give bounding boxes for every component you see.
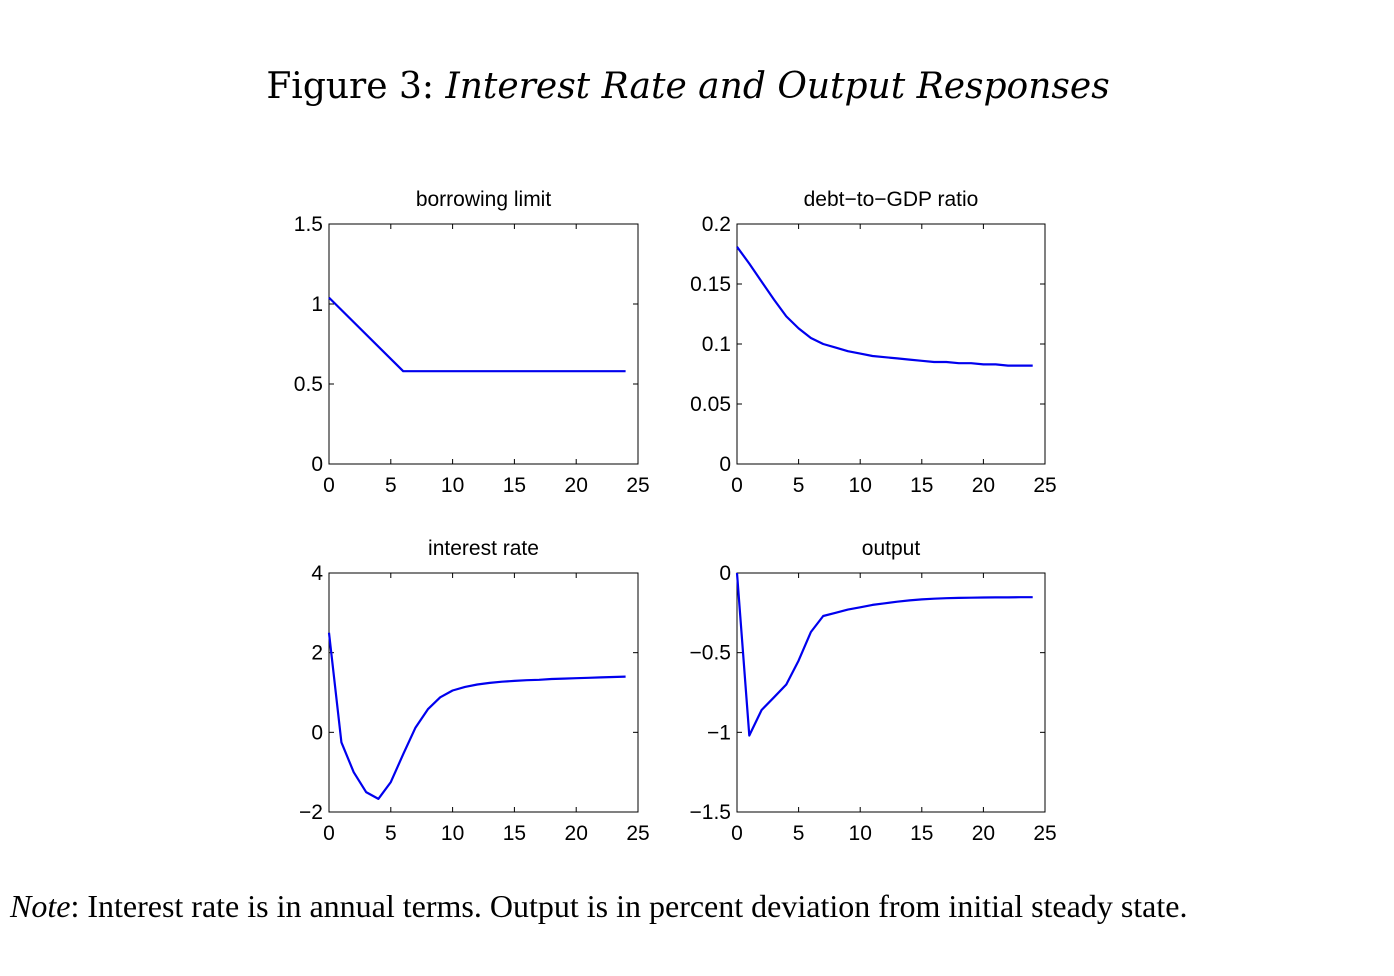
x-tick-label: 25	[1033, 474, 1056, 497]
y-tick-label: 0.1	[702, 333, 731, 356]
figure-note: Note: Interest rate is in annual terms. …	[10, 888, 1394, 925]
chart-title: interest rate	[428, 537, 539, 560]
x-tick-label: 5	[793, 474, 805, 497]
x-tick-label: 20	[565, 474, 588, 497]
x-tick-label: 0	[323, 474, 335, 497]
x-tick-label: 10	[849, 822, 872, 845]
x-tick-label: 15	[910, 822, 933, 845]
axes-frame	[736, 572, 1046, 813]
x-tick-label: 15	[910, 474, 933, 497]
series-line	[327, 632, 626, 801]
x-tick-label: 20	[565, 822, 588, 845]
y-tick-label: −1	[707, 721, 731, 744]
axes-frame	[736, 223, 1046, 465]
x-tick-label: 25	[1033, 822, 1056, 845]
y-tick-label: 1.5	[294, 213, 323, 236]
chart-panel-2: debt−to−GDP ratio 0 5 10 15 20 25 0 0.05 0.1 0.15 0…	[690, 188, 1057, 497]
figure-title: Figure 3: Interest Rate and Output Respo…	[0, 66, 1376, 107]
y-tick-label: −1.5	[690, 801, 731, 824]
y-tick-label: 0.2	[702, 213, 731, 236]
x-tick-label: 5	[385, 822, 397, 845]
y-tick-label: 0	[311, 721, 323, 744]
x-tick-label: 0	[731, 474, 743, 497]
chart-title: borrowing limit	[416, 188, 552, 211]
figure-caption: Interest Rate and Output Responses	[445, 66, 1110, 107]
y-tick-label: 0.15	[690, 273, 731, 296]
y-tick-label: −2	[299, 801, 323, 824]
series-line	[736, 246, 1033, 367]
x-tick-label: 10	[441, 822, 464, 845]
chart-panel-4: output 0 5 10 15 20 25 −1.5 −1 −0.5 0	[690, 537, 1057, 845]
chart-panel-1: borrowing limit 0 5 10 15 20 25 0 0.5 1 1.5	[294, 188, 650, 497]
x-tick-label: 20	[972, 474, 995, 497]
y-tick-label: 0	[719, 453, 731, 476]
note-text: : Interest rate is in annual terms. Outp…	[70, 888, 1188, 924]
x-tick-label: 25	[626, 474, 649, 497]
note-label: Note	[10, 888, 71, 924]
axes-frame	[328, 572, 639, 813]
x-tick-label: 10	[849, 474, 872, 497]
x-tick-label: 0	[323, 822, 335, 845]
y-tick-label: 0	[719, 562, 731, 585]
x-tick-label: 5	[793, 822, 805, 845]
axes-frame	[328, 223, 639, 465]
y-tick-label: 1	[311, 293, 323, 316]
x-tick-label: 15	[503, 474, 526, 497]
figure-label: Figure 3:	[266, 66, 435, 107]
x-tick-label: 25	[626, 822, 649, 845]
chart-title: debt−to−GDP ratio	[804, 188, 979, 211]
series-line	[735, 572, 1033, 737]
y-tick-label: −0.5	[690, 642, 731, 665]
x-tick-label: 15	[503, 822, 526, 845]
y-tick-label: 4	[311, 562, 323, 585]
y-tick-label: 0.5	[294, 373, 323, 396]
chart-title: output	[862, 537, 921, 560]
x-tick-label: 10	[441, 474, 464, 497]
y-tick-label: 2	[311, 642, 323, 665]
y-tick-label: 0	[311, 453, 323, 476]
x-tick-label: 0	[731, 822, 743, 845]
x-tick-label: 5	[385, 474, 397, 497]
x-tick-label: 20	[972, 822, 995, 845]
y-tick-label: 0.05	[690, 393, 731, 416]
series-line	[328, 296, 626, 373]
